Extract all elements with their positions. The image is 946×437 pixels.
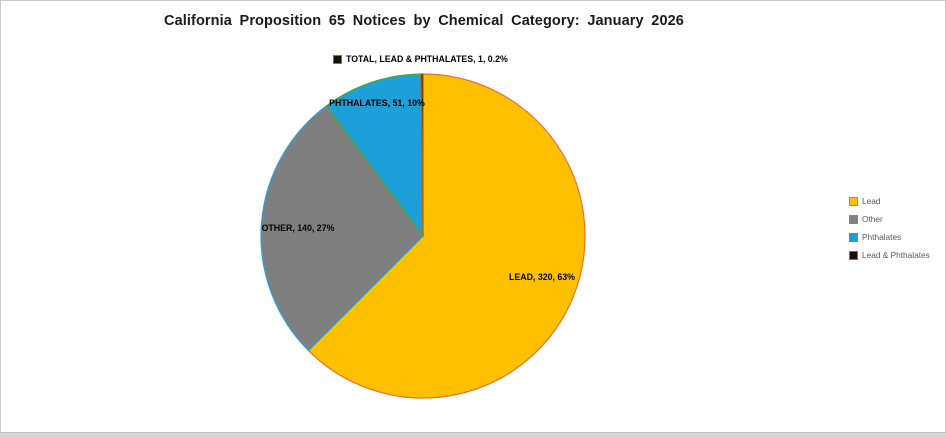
- pie-slice-other: [260, 105, 424, 352]
- data-label-lead-and-phthalates: TOTAL, LEAD & PHTHALATES, 1, 0.2%: [333, 54, 508, 64]
- pie-slice-lead: [307, 73, 586, 399]
- chart-title: California Proposition 65 Notices by Che…: [164, 13, 684, 29]
- legend-label: Other: [862, 214, 883, 224]
- legend-item-other: Other: [849, 214, 930, 224]
- legend-label: Lead & Phthalates: [862, 250, 930, 260]
- legend-item-lead: Lead: [849, 196, 930, 206]
- legend-swatch-icon: [849, 196, 858, 206]
- lead-and-phthalates-marker-icon: [333, 54, 342, 64]
- legend-swatch-icon: [849, 250, 858, 260]
- legend-label: Lead: [862, 196, 881, 206]
- legend-label: Phthalates: [862, 232, 902, 242]
- legend-swatch-icon: [849, 232, 858, 242]
- data-label-phthalates: PHTHALATES, 51, 10%: [329, 98, 425, 108]
- data-label-other: OTHER, 140, 27%: [261, 223, 335, 233]
- bottom-edge-bar: [0, 432, 946, 437]
- pie-slice-lead-phthalates: [420, 73, 424, 237]
- data-label-text: TOTAL, LEAD & PHTHALATES, 1, 0.2%: [346, 54, 508, 64]
- legend-item-phthalates: Phthalates: [849, 232, 930, 242]
- legend-swatch-icon: [849, 214, 858, 224]
- pie-slice-phthalates: [325, 73, 424, 238]
- legend-item-lead-phthalates: Lead & Phthalates: [849, 250, 930, 260]
- data-label-lead: LEAD, 320, 63%: [508, 272, 575, 282]
- chart-legend: Lead Other Phthalates Lead & Phthalates: [849, 196, 930, 260]
